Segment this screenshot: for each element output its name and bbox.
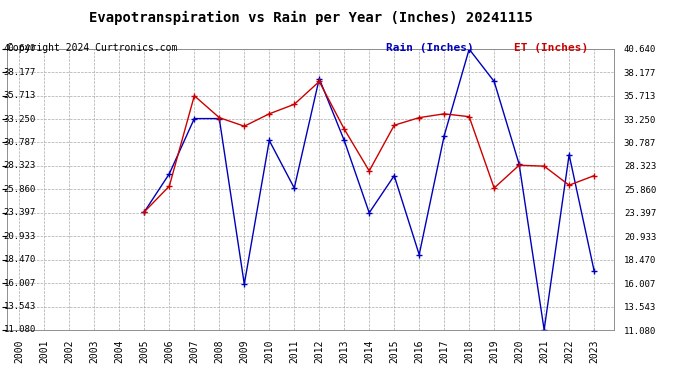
Text: 20.933: 20.933	[3, 232, 36, 241]
Text: 25.860: 25.860	[3, 185, 36, 194]
Text: 38.177: 38.177	[3, 68, 36, 76]
Text: Rain (Inches): Rain (Inches)	[386, 43, 474, 53]
Text: 30.787: 30.787	[3, 138, 36, 147]
Text: 40.640: 40.640	[3, 44, 36, 53]
Text: Copyright 2024 Curtronics.com: Copyright 2024 Curtronics.com	[7, 43, 177, 53]
Text: 28.323: 28.323	[3, 162, 36, 171]
Text: 33.250: 33.250	[3, 115, 36, 124]
Text: 23.397: 23.397	[3, 208, 36, 217]
Text: ET (Inches): ET (Inches)	[514, 43, 589, 53]
Text: 35.713: 35.713	[3, 91, 36, 100]
Text: 11.080: 11.080	[3, 326, 36, 334]
Text: 13.543: 13.543	[3, 302, 36, 311]
Text: 16.007: 16.007	[3, 279, 36, 288]
Text: Evapotranspiration vs Rain per Year (Inches) 20241115: Evapotranspiration vs Rain per Year (Inc…	[88, 11, 533, 26]
Text: 18.470: 18.470	[3, 255, 36, 264]
